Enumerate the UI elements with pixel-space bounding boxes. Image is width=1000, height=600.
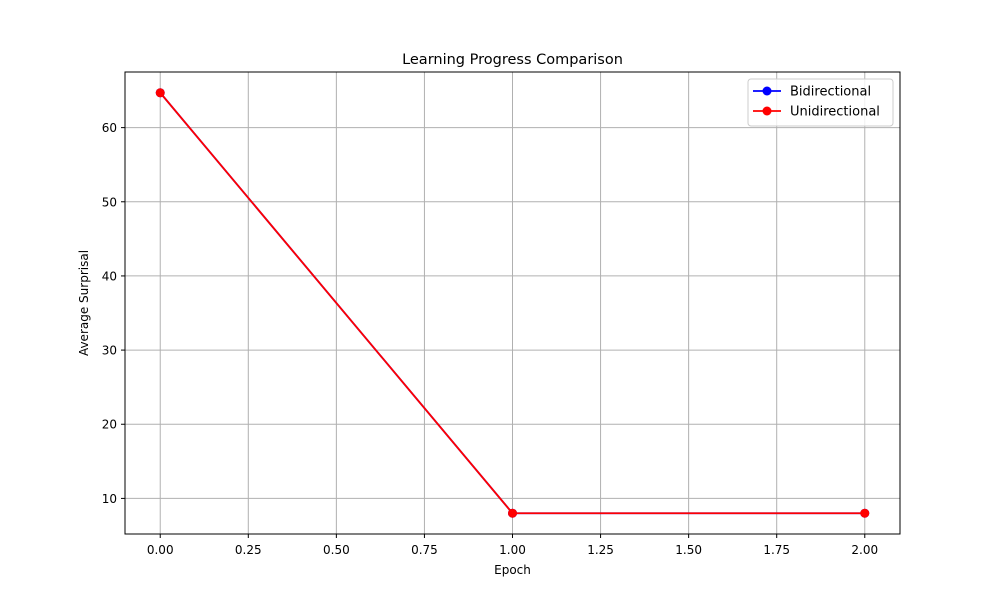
y-tick-label: 30	[102, 344, 117, 358]
y-tick-label: 10	[102, 492, 117, 506]
grid-lines	[125, 72, 900, 534]
plot-series	[155, 88, 870, 518]
x-axis-label: Epoch	[494, 563, 531, 577]
legend-marker	[762, 106, 772, 116]
data-point	[155, 88, 165, 98]
x-tick-label: 0.25	[235, 543, 262, 557]
y-tick-label: 40	[102, 269, 117, 283]
legend-entry: Unidirectional	[753, 105, 880, 120]
x-tick-label: 1.00	[499, 543, 526, 557]
legend-entry: Bidirectional	[753, 85, 871, 100]
x-tick-label: 1.75	[763, 543, 790, 557]
y-tick-label: 20	[102, 418, 117, 432]
chart-title: Learning Progress Comparison	[402, 52, 623, 68]
data-point	[508, 508, 517, 518]
axis-ticks: 0.00 0.25 0.50 0.75 1.00 1.25 1.50 1.75 2.00 10 20…	[102, 121, 878, 557]
x-tick-label: 0.75	[411, 543, 438, 557]
legend-label: Unidirectional	[790, 105, 880, 120]
x-tick-label: 0.50	[323, 543, 350, 557]
x-tick-label: 2.00	[851, 543, 878, 557]
legend-marker	[762, 86, 772, 96]
data-point	[860, 508, 870, 518]
legend-label: Bidirectional	[790, 85, 871, 100]
x-tick-label: 1.25	[587, 543, 614, 557]
y-axis-label: Average Surprisal	[77, 250, 91, 356]
legend: Bidirectional Unidirectional	[747, 78, 894, 127]
x-tick-label: 1.50	[675, 543, 702, 557]
legend-box	[747, 78, 894, 127]
y-tick-label: 50	[102, 195, 117, 209]
x-tick-label: 0.00	[147, 543, 174, 557]
series-unidirectional	[155, 88, 870, 518]
y-tick-label: 60	[102, 121, 117, 135]
